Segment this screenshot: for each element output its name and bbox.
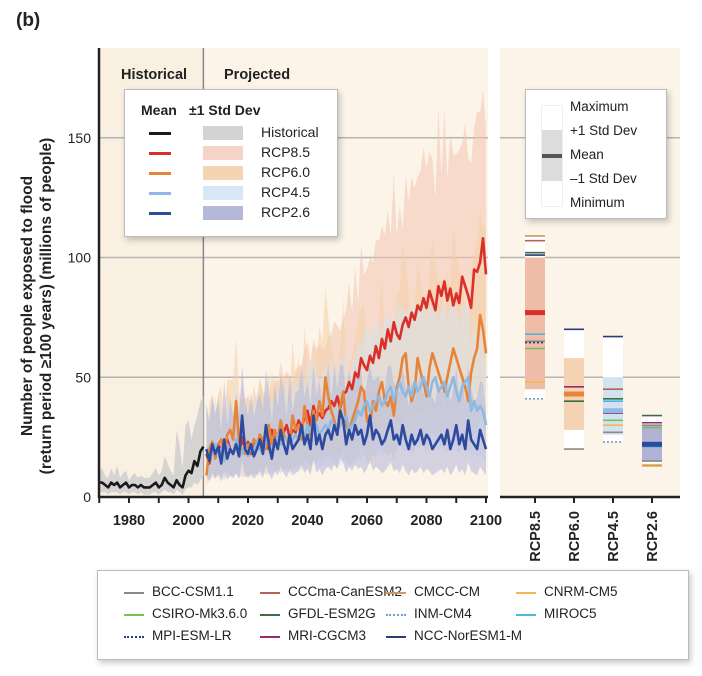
legend-entry-rcp45: RCP4.5 — [125, 183, 337, 203]
boxplot-legend-mean-mark — [542, 154, 562, 158]
box-category-label-rcp85: RCP8.5 — [528, 511, 544, 562]
x-tick-label-2020: 2020 — [232, 513, 264, 529]
box-category-label-rcp26: RCP2.6 — [645, 511, 661, 562]
boxplot-legend-minimum: Minimum — [570, 195, 625, 210]
boxplot-legend-mean: Mean — [570, 147, 604, 162]
model-legend-line — [386, 636, 406, 638]
legend-header-mean: Mean — [141, 102, 177, 118]
boxplot-legend-plus-std: +1 Std Dev — [570, 123, 638, 138]
boxplot-legend: Maximum +1 Std Dev Mean –1 Std Dev Minim… — [525, 89, 667, 219]
boxplot-std-band — [603, 377, 623, 435]
boxplot-rcp45 — [603, 335, 623, 443]
legend-swatch — [203, 186, 243, 200]
y-tick-label-150: 150 — [68, 130, 92, 146]
x-tick-label-1980: 1980 — [113, 513, 145, 529]
historical-period-label: Historical — [121, 67, 187, 83]
legend-line — [149, 132, 171, 135]
panel-label: (b) — [16, 10, 41, 31]
model-legend-label: INM-CM4 — [414, 606, 472, 621]
legend-line — [149, 172, 171, 175]
boxplot-legend-minus-std: –1 Std Dev — [570, 171, 637, 186]
std-band-historical — [99, 396, 204, 495]
y-axis-label-line2: (return period ≥100 years) (millions of … — [38, 138, 55, 475]
model-legend-label: GFDL-ESM2G — [288, 606, 376, 621]
x-tick-label-2080: 2080 — [410, 513, 442, 529]
legend-line — [149, 192, 171, 195]
model-legend-line — [124, 592, 144, 594]
model-legend-line — [516, 614, 536, 616]
model-legend-line — [124, 614, 144, 616]
legend-label: RCP8.5 — [261, 144, 311, 160]
model-legend-label: MIROC5 — [544, 606, 597, 621]
legend-entry-rcp26: RCP2.6 — [125, 203, 337, 223]
legend-swatch — [203, 166, 243, 180]
box-category-label-rcp45: RCP4.5 — [606, 511, 622, 562]
boxplot-mean — [525, 310, 545, 316]
legend-label: RCP2.6 — [261, 204, 311, 220]
model-legend-label: NCC-NorESM1-M — [414, 628, 522, 643]
y-tick-label-0: 0 — [83, 489, 91, 505]
model-legend-line — [260, 592, 280, 594]
x-tick-label-2000: 2000 — [172, 513, 204, 529]
model-legend-line — [386, 592, 406, 594]
y-tick-label-100: 100 — [68, 250, 92, 266]
legend-label: Historical — [261, 124, 319, 140]
boxplot-std-band — [525, 257, 545, 390]
legend-label: RCP6.0 — [261, 164, 311, 180]
model-legend-line — [386, 614, 406, 616]
legend-swatch — [203, 126, 243, 140]
boxplot-mean — [603, 408, 623, 414]
model-legend-line — [260, 636, 280, 638]
boxplot-rcp60 — [564, 328, 584, 450]
mean-line-rcp60 — [205, 313, 488, 476]
x-tick-label-2100: 2100 — [470, 513, 502, 529]
model-legend-line — [124, 636, 144, 638]
x-tick-label-2060: 2060 — [351, 513, 383, 529]
legend-header-std: ±1 Std Dev — [189, 102, 261, 118]
boxplot-rcp26 — [642, 414, 662, 467]
boxplot-mean — [564, 391, 584, 397]
legend-line — [149, 152, 171, 155]
model-legend-line — [260, 614, 280, 616]
model-legend-label: MPI-ESM-LR — [152, 628, 232, 643]
x-tick-label-2040: 2040 — [291, 513, 323, 529]
y-axis-label-line1: Number of people exposed to flood — [19, 176, 36, 436]
legend-swatch — [203, 206, 243, 220]
box-category-label-rcp60: RCP6.0 — [567, 511, 583, 562]
legend-label: RCP4.5 — [261, 184, 311, 200]
legend-entry-historical: Historical — [125, 123, 337, 143]
legend-line — [149, 212, 171, 215]
legend-swatch — [203, 146, 243, 160]
model-legend-label: CMCC-CM — [414, 584, 480, 599]
y-tick-label-50: 50 — [75, 369, 91, 385]
scenario-legend: Mean ±1 Std Dev Historical RCP8.5 RCP6.0… — [124, 89, 338, 237]
boxplot-rcp85 — [525, 235, 545, 400]
mean-line-historical — [99, 446, 205, 489]
boxplot-mean — [642, 441, 662, 447]
model-legend-label: CNRM-CM5 — [544, 584, 618, 599]
boxplot-legend-maximum: Maximum — [570, 99, 629, 114]
mean-line-rcp26 — [205, 409, 488, 465]
legend-entry-rcp85: RCP8.5 — [125, 143, 337, 163]
model-legend-label: BCC-CSM1.1 — [152, 584, 234, 599]
model-legend-label: CSIRO-Mk3.6.0 — [152, 606, 248, 621]
model-legend-label: CCCma-CanESM2 — [288, 584, 403, 599]
boxplot-legend-glyph — [541, 105, 563, 207]
model-legend: BCC-CSM1.1 CCCma-CanESM2 CMCC-CM CNRM-CM5 CS… — [97, 570, 689, 660]
model-legend-label: MRI-CGCM3 — [288, 628, 366, 643]
model-legend-line — [516, 592, 536, 594]
legend-entry-rcp60: RCP6.0 — [125, 163, 337, 183]
projected-period-label: Projected — [224, 67, 290, 83]
